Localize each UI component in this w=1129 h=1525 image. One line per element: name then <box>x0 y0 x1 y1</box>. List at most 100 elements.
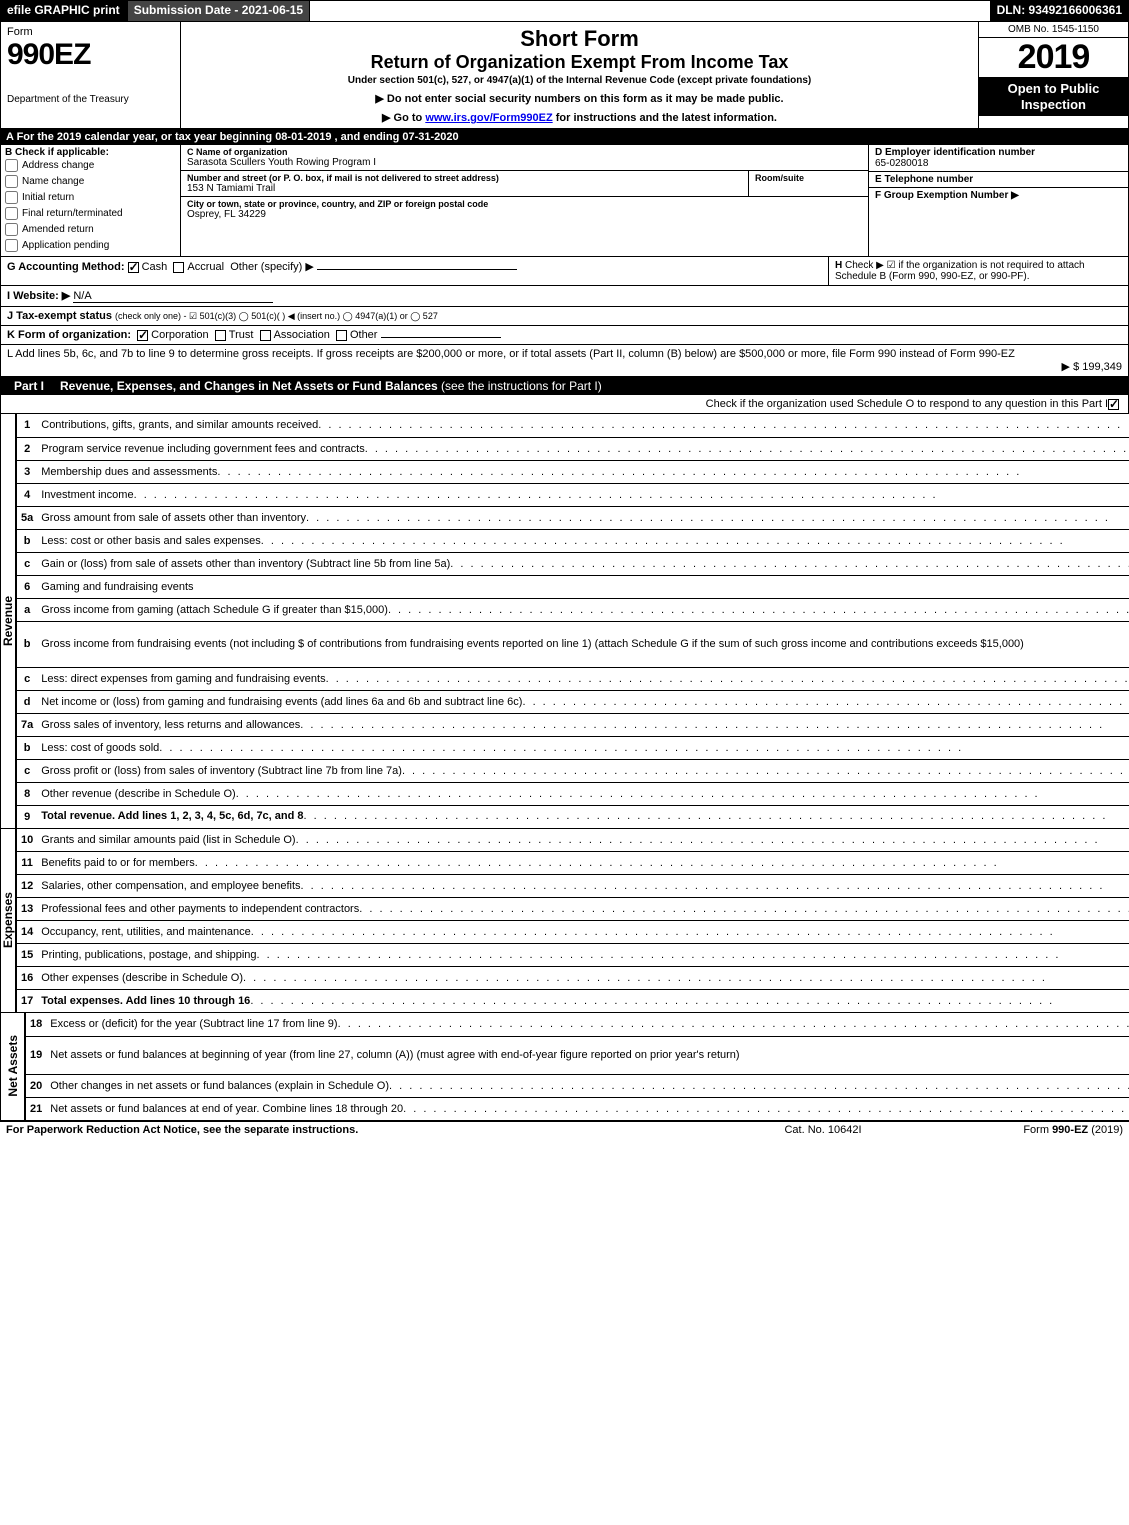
check-association[interactable] <box>260 330 271 341</box>
group-exemption-row: F Group Exemption Number ▶ <box>869 188 1128 203</box>
l-text: L Add lines 5b, 6c, and 7b to line 9 to … <box>7 348 1015 360</box>
check-address-change[interactable]: Address change <box>5 158 176 174</box>
row-15: 15Printing, publications, postage, and s… <box>17 944 1129 967</box>
submission-date: Submission Date - 2021-06-15 <box>127 0 310 22</box>
top-bar: efile GRAPHIC print Submission Date - 20… <box>0 0 1129 22</box>
row-21: 21Net assets or fund balances at end of … <box>26 1097 1129 1120</box>
page-footer: For Paperwork Reduction Act Notice, see … <box>0 1121 1129 1138</box>
row-6c: cLess: direct expenses from gaming and f… <box>17 667 1129 690</box>
check-initial-return[interactable]: Initial return <box>5 190 176 206</box>
other-org-input[interactable] <box>381 337 501 338</box>
efile-print-label[interactable]: efile GRAPHIC print <box>0 0 127 22</box>
line-k: K Form of organization: Corporation Trus… <box>0 326 1129 345</box>
other-specify-label: Other (specify) ▶ <box>230 261 314 273</box>
form-number: 990EZ <box>7 38 174 72</box>
line-h: H Check ▶ ☑ if the organization is not r… <box>828 257 1128 285</box>
part-1-title: Revenue, Expenses, and Changes in Net As… <box>52 379 1123 393</box>
check-other-org[interactable] <box>336 330 347 341</box>
header-center: Short Form Return of Organization Exempt… <box>181 22 978 128</box>
cat-no: Cat. No. 10642I <box>723 1124 923 1136</box>
row-18: 18Excess or (deficit) for the year (Subt… <box>26 1013 1129 1036</box>
row-17: 17Total expenses. Add lines 10 through 1… <box>17 990 1129 1013</box>
line-g: G Accounting Method: Cash Accrual Other … <box>7 260 822 282</box>
phone-label: E Telephone number <box>875 174 1122 185</box>
omb-number: OMB No. 1545-1150 <box>979 22 1128 38</box>
line-j: J Tax-exempt status (check only one) - ☑… <box>0 307 1129 326</box>
ein-label: D Employer identification number <box>875 147 1122 158</box>
ein-value: 65-0280018 <box>875 158 1122 169</box>
net-assets-section: Net Assets 18Excess or (deficit) for the… <box>0 1013 1129 1121</box>
h-text: Check ▶ ☑ if the organization is not req… <box>835 260 1085 282</box>
expenses-table: 10Grants and similar amounts paid (list … <box>16 829 1129 1014</box>
k-label: K Form of organization: <box>7 329 131 341</box>
box-c: C Name of organization Sarasota Scullers… <box>181 145 868 256</box>
revenue-table: 1Contributions, gifts, grants, and simil… <box>16 414 1129 829</box>
city-row: City or town, state or province, country… <box>181 197 868 222</box>
website-value: N/A <box>73 290 273 303</box>
form-ref: Form 990-EZ (2019) <box>923 1124 1123 1136</box>
row-6: 6Gaming and fundraising events <box>17 575 1129 598</box>
form-header: Form 990EZ Department of the Treasury Sh… <box>0 22 1129 129</box>
check-application-pending[interactable]: Application pending <box>5 238 176 254</box>
trust-label: Trust <box>229 329 254 341</box>
part-1-label: Part I <box>6 379 52 393</box>
row-11: 11Benefits paid to or for members11 <box>17 852 1129 875</box>
expenses-side-label: Expenses <box>1 829 16 1014</box>
line-l: L Add lines 5b, 6c, and 7b to line 9 to … <box>0 345 1129 377</box>
check-corporation[interactable] <box>137 330 148 341</box>
goto-pre: ▶ Go to <box>382 112 425 124</box>
row-1: 1Contributions, gifts, grants, and simil… <box>17 414 1129 437</box>
title-short-form: Short Form <box>189 26 970 52</box>
form-label: Form <box>7 26 174 38</box>
goto-note: ▶ Go to www.irs.gov/Form990EZ for instru… <box>189 111 970 124</box>
org-name: Sarasota Scullers Youth Rowing Program I <box>187 157 862 168</box>
period-bar: A For the 2019 calendar year, or tax yea… <box>0 129 1129 145</box>
info-block: B Check if applicable: Address change Na… <box>0 145 1129 257</box>
street-label: Number and street (or P. O. box, if mail… <box>187 173 742 183</box>
accrual-label: Accrual <box>187 261 224 273</box>
row-14: 14Occupancy, rent, utilities, and mainte… <box>17 921 1129 944</box>
org-name-label: C Name of organization <box>187 147 862 157</box>
subtitle: Under section 501(c), 527, or 4947(a)(1)… <box>189 75 970 86</box>
group-exemption-label: F Group Exemption Number ▶ <box>875 190 1122 201</box>
row-6a: aGross income from gaming (attach Schedu… <box>17 598 1129 621</box>
row-13: 13Professional fees and other payments t… <box>17 898 1129 921</box>
row-10: 10Grants and similar amounts paid (list … <box>17 829 1129 852</box>
part-1-check-row: Check if the organization used Schedule … <box>0 395 1129 414</box>
check-final-return[interactable]: Final return/terminated <box>5 206 176 222</box>
open-to-public: Open to Public Inspection <box>979 77 1128 116</box>
room-label: Room/suite <box>755 173 862 183</box>
check-name-change[interactable]: Name change <box>5 174 176 190</box>
ein-row: D Employer identification number 65-0280… <box>869 145 1128 172</box>
street-row: Number and street (or P. O. box, if mail… <box>181 171 868 197</box>
org-name-row: C Name of organization Sarasota Scullers… <box>181 145 868 171</box>
street-value: 153 N Tamiami Trail <box>187 183 742 194</box>
irs-link[interactable]: www.irs.gov/Form990EZ <box>425 112 552 124</box>
net-assets-table: 18Excess or (deficit) for the year (Subt… <box>25 1013 1129 1121</box>
h-label: H <box>835 260 842 271</box>
other-specify-input[interactable] <box>317 269 517 270</box>
check-cash[interactable] <box>128 262 139 273</box>
ssn-note: ▶ Do not enter social security numbers o… <box>189 92 970 105</box>
row-5a: 5aGross amount from sale of assets other… <box>17 506 1129 529</box>
l-amount: ▶ $ 199,349 <box>7 360 1122 373</box>
check-trust[interactable] <box>215 330 226 341</box>
header-left: Form 990EZ Department of the Treasury <box>1 22 181 128</box>
row-16: 16Other expenses (describe in Schedule O… <box>17 967 1129 990</box>
row-3: 3Membership dues and assessments3 <box>17 460 1129 483</box>
paperwork-notice: For Paperwork Reduction Act Notice, see … <box>6 1124 723 1136</box>
other-org-label: Other <box>350 329 378 341</box>
check-schedule-o[interactable] <box>1108 399 1119 410</box>
check-accrual[interactable] <box>173 262 184 273</box>
row-6b: bGross income from fundraising events (n… <box>17 621 1129 667</box>
assoc-label: Association <box>274 329 330 341</box>
revenue-section: Revenue 1Contributions, gifts, grants, a… <box>0 414 1129 829</box>
row-2: 2Program service revenue including gover… <box>17 437 1129 460</box>
header-right: OMB No. 1545-1150 2019 Open to Public In… <box>978 22 1128 128</box>
row-7c: cGross profit or (loss) from sales of in… <box>17 759 1129 782</box>
phone-row: E Telephone number <box>869 172 1128 188</box>
check-amended-return[interactable]: Amended return <box>5 222 176 238</box>
row-5b: bLess: cost or other basis and sales exp… <box>17 529 1129 552</box>
title-return: Return of Organization Exempt From Incom… <box>189 52 970 73</box>
row-4: 4Investment income4252 <box>17 483 1129 506</box>
